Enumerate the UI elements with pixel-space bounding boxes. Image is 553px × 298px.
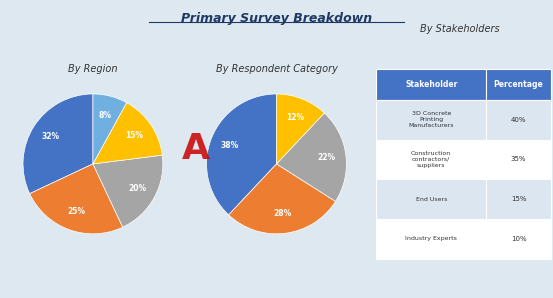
Bar	[486, 179, 551, 219]
Title: By Respondent Category: By Respondent Category	[216, 64, 337, 74]
Wedge shape	[207, 94, 276, 215]
Text: 25%: 25%	[67, 207, 85, 216]
Wedge shape	[23, 94, 93, 194]
Text: 12%: 12%	[286, 113, 304, 122]
Text: 15%: 15%	[126, 131, 144, 140]
Title: By Stakeholders: By Stakeholders	[420, 24, 500, 34]
Text: Stakeholder: Stakeholder	[405, 80, 457, 89]
Text: 35%: 35%	[511, 156, 526, 162]
Text: End Users: End Users	[415, 197, 447, 202]
Bar	[486, 139, 551, 179]
Text: Percentage: Percentage	[494, 80, 544, 89]
Bar	[376, 139, 486, 179]
Text: 15%: 15%	[511, 196, 526, 202]
Bar	[376, 100, 486, 139]
Bar	[486, 69, 551, 100]
Text: 22%: 22%	[317, 153, 336, 162]
Text: 38%: 38%	[221, 141, 239, 150]
Text: 32%: 32%	[41, 132, 60, 142]
Text: A: A	[182, 132, 210, 166]
Wedge shape	[228, 164, 336, 234]
Wedge shape	[276, 94, 325, 164]
Text: Construction
contractors/
suppliers: Construction contractors/ suppliers	[411, 151, 451, 168]
Text: Industry Experts: Industry Experts	[405, 236, 457, 241]
Text: 40%: 40%	[511, 117, 526, 123]
Wedge shape	[93, 94, 127, 164]
Text: 20%: 20%	[128, 184, 146, 193]
Bar	[376, 219, 486, 259]
Text: 28%: 28%	[274, 209, 292, 218]
Bar	[376, 179, 486, 219]
Text: 8%: 8%	[99, 111, 112, 119]
Bar	[376, 69, 486, 100]
Wedge shape	[93, 155, 163, 227]
Bar	[486, 219, 551, 259]
Wedge shape	[276, 113, 346, 201]
Wedge shape	[93, 103, 163, 164]
Text: 10%: 10%	[511, 236, 526, 242]
Text: 3D Concrete
Printing
Manufacturers: 3D Concrete Printing Manufacturers	[409, 111, 454, 128]
Wedge shape	[30, 164, 123, 234]
Bar	[486, 100, 551, 139]
Text: Primary Survey Breakdown: Primary Survey Breakdown	[181, 12, 372, 25]
Title: By Region: By Region	[68, 64, 118, 74]
